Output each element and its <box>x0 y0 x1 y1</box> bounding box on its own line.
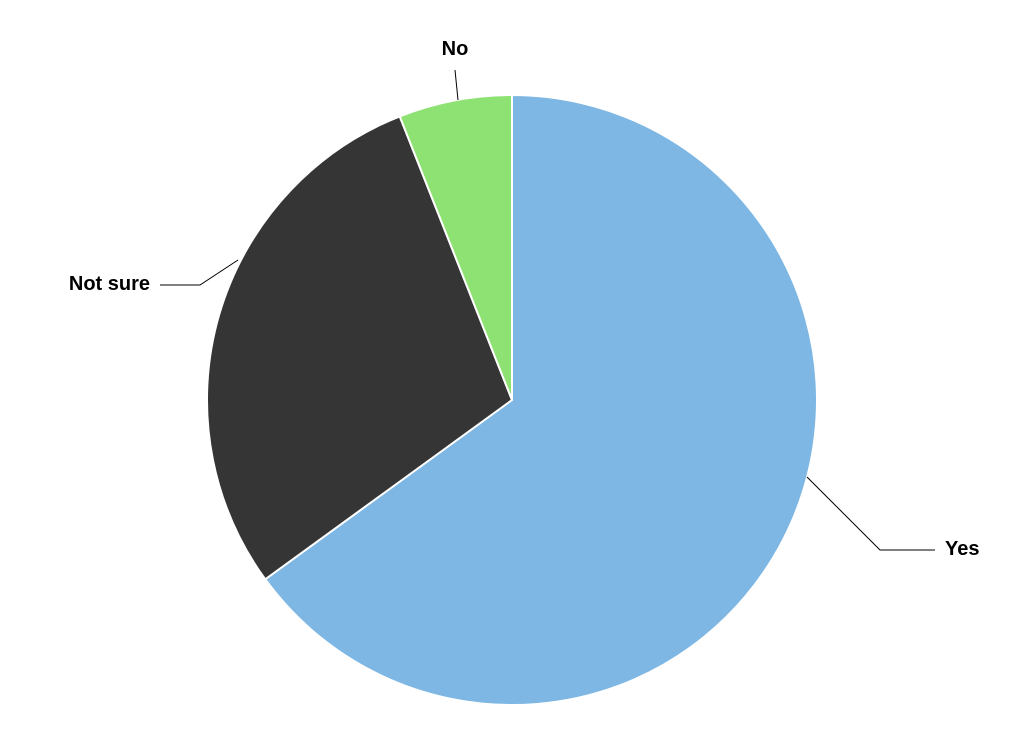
pie-chart: Yes Not sure No <box>0 0 1024 751</box>
slice-label: Yes <box>945 538 979 560</box>
slice-label: No <box>442 38 469 60</box>
slice-label: Not sure <box>69 273 150 295</box>
